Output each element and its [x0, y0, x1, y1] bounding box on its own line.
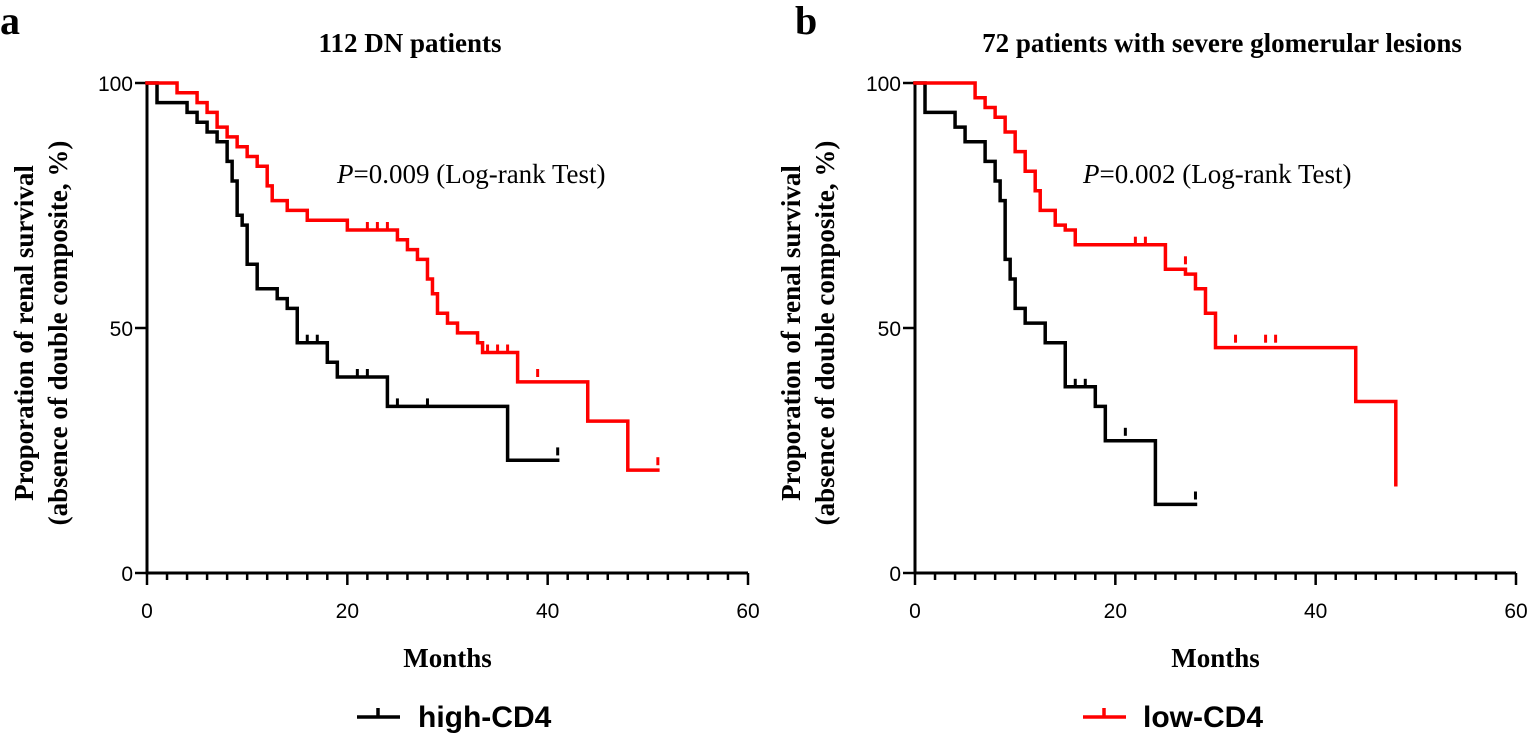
panel-b-x-axis-label: Months [1171, 643, 1260, 673]
panel-a-y-tick-label: 0 [121, 563, 133, 586]
panel-a-plot: 0 20 40 60 0 50 100 Months Proporation of renal … [9, 73, 760, 673]
panel-b-y-tick-label: 50 [878, 318, 901, 341]
legend-label-high-cd4: high-CD4 [418, 701, 552, 734]
panel-a-curve-high-cd4 [145, 81, 560, 463]
panel-b-p-value-text: =0.002 (Log-rank Test) [1100, 159, 1352, 189]
panel-b-title: 72 patients with severe glomerular lesio… [982, 28, 1462, 58]
panel-b-y-tick-label: 0 [889, 563, 901, 586]
panel-b-curve-high-cd4 [913, 81, 1198, 507]
panel-b-letter: b [795, 0, 817, 43]
panel-a-x-axis-label: Months [403, 643, 492, 673]
panel-a-curve-low-cd4 [145, 81, 660, 472]
panel-b-p-value-annotation: P=0.002 (Log-rank Test) [1082, 159, 1352, 189]
panel-b-p-symbol: P [1082, 159, 1100, 189]
legend-item-high-cd4: high-CD4 [357, 701, 552, 734]
panel-a-p-symbol: P [336, 159, 354, 189]
panel-a-letter: a [0, 0, 20, 43]
panel-a-title: 112 DN patients [318, 28, 501, 58]
panel-b-y-axis-label-line1: Proporation of renal survival [776, 165, 806, 501]
panel-b-curve-low-cd4 [913, 81, 1398, 487]
panel-b-y-tick-label: 100 [866, 73, 901, 96]
legend-item-low-cd4: low-CD4 [1083, 701, 1263, 734]
panel-b-y-axis-label-line2: (absence of double composite, %) [810, 141, 840, 526]
panel-a-y-axis-label-line1: Proporation of renal survival [9, 165, 39, 501]
panel-b-x-tick-label: 0 [909, 600, 921, 623]
panel-a-p-value-annotation: P=0.009 (Log-rank Test) [336, 159, 606, 189]
panel-a-y-tick-label: 100 [98, 73, 133, 96]
panel-a-p-value-text: =0.009 (Log-rank Test) [354, 159, 606, 189]
panel-a-y-axis-label-line2: (absence of double composite, %) [43, 141, 73, 526]
legend: high-CD4 low-CD4 [357, 701, 1263, 734]
panel-b-x-tick-label: 40 [1304, 600, 1327, 623]
panel-b-plot: 0 20 40 60 0 50 100 Months Proporation of renal … [776, 73, 1528, 673]
panel-a-x-tick-label: 0 [141, 600, 153, 623]
panel-a-x-tick-label: 60 [736, 600, 759, 623]
panel-a-x-tick-label: 40 [536, 600, 559, 623]
legend-label-low-cd4: low-CD4 [1143, 701, 1263, 734]
panel-a-x-tick-label: 20 [336, 600, 359, 623]
panel-a-y-tick-label: 50 [110, 318, 133, 341]
panel-b-x-tick-label: 20 [1104, 600, 1127, 623]
panel-b-x-tick-label: 60 [1504, 600, 1527, 623]
